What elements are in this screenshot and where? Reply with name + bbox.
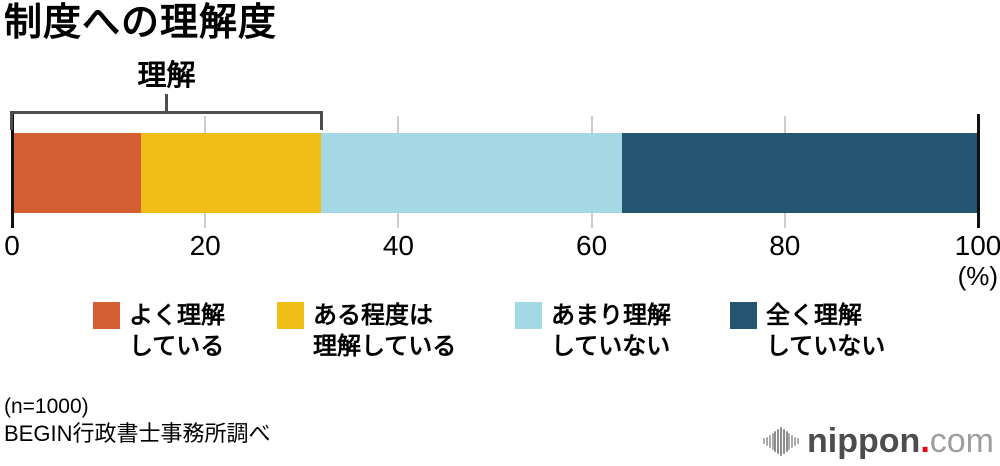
- understanding-bracket: [10, 111, 324, 130]
- axis-end-line: [976, 114, 980, 228]
- bracket-label: 理解: [137, 60, 196, 92]
- axis-unit-label: (%): [957, 261, 998, 291]
- bar-segment-4: [621, 133, 978, 213]
- legend-label: ある程度は 理解している: [313, 302, 457, 360]
- x-tick-label: 20: [189, 230, 221, 261]
- legend-item-4: 全く理解 していない: [730, 300, 885, 362]
- source-note: BEGIN行政書士事務所調べ: [4, 421, 271, 446]
- legend-label: よく理解 している: [129, 302, 225, 360]
- axis-end-line: [10, 114, 14, 228]
- bar-segment-2: [141, 133, 322, 213]
- legend-item-2: ある程度は 理解している: [277, 300, 456, 362]
- x-tick-label: 0: [4, 230, 20, 261]
- legend-item-1: よく理解 している: [93, 300, 225, 362]
- nippon-logo: nippon.com: [763, 423, 994, 459]
- x-tick-label: 60: [576, 230, 608, 261]
- bar-segment-1: [12, 133, 142, 213]
- legend-swatch: [277, 302, 304, 329]
- x-tick-label: 100: [954, 230, 1000, 261]
- legend-label: 全く理解 していない: [766, 302, 886, 360]
- sample-size-note: (n=1000): [4, 395, 89, 418]
- x-tick-label: 80: [769, 230, 801, 261]
- x-tick-label: 40: [382, 230, 414, 261]
- legend-swatch: [730, 302, 757, 329]
- legend-swatch: [93, 302, 120, 329]
- logo-text-dot: .: [920, 422, 930, 460]
- bracket-stem: [165, 94, 169, 112]
- chart-title: 制度への理解度: [4, 2, 278, 44]
- nippon-logo-text: nippon.com: [807, 423, 994, 459]
- legend-item-3: あまり理解 していない: [515, 300, 671, 362]
- soundwave-icon: [763, 426, 799, 456]
- bar-segment-3: [321, 133, 622, 213]
- logo-text-main: nippon: [807, 422, 921, 460]
- legend-swatch: [515, 302, 542, 329]
- logo-text-tld: com: [929, 422, 994, 460]
- legend-label: あまり理解 していない: [551, 302, 671, 360]
